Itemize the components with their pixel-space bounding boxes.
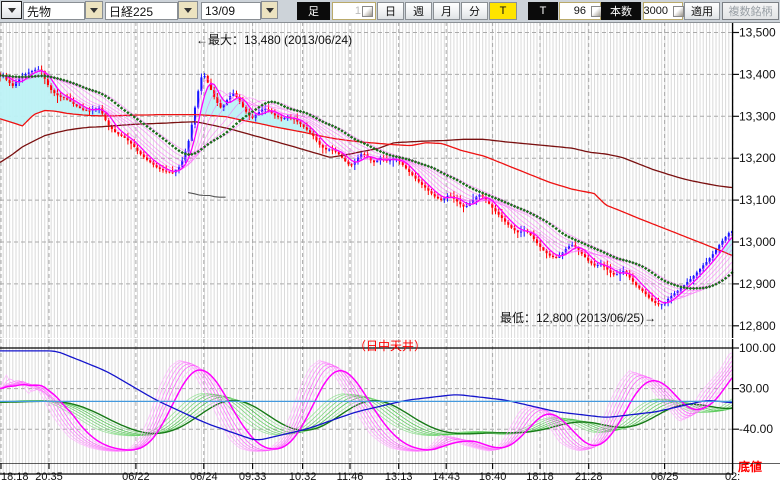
svg-text:最低：12,800 (2013/06/25)→: 最低：12,800 (2013/06/25)→ — [500, 311, 656, 325]
svg-text:13,200: 13,200 — [739, 151, 776, 165]
svg-text:13,400: 13,400 — [739, 67, 776, 81]
svg-text:09:33: 09:33 — [239, 471, 267, 483]
svg-text:13,500: 13,500 — [739, 26, 776, 40]
svg-text:20:35: 20:35 — [35, 471, 63, 483]
svg-text:13,100: 13,100 — [739, 193, 776, 207]
svg-text:16:40: 16:40 — [479, 471, 507, 483]
svg-text:14:43: 14:43 — [432, 471, 460, 483]
svg-text:←最大：13,480 (2013/06/24): ←最大：13,480 (2013/06/24) — [196, 33, 352, 47]
svg-text:21:28: 21:28 — [575, 471, 603, 483]
svg-text:100.00: 100.00 — [739, 341, 776, 355]
svg-text:13:13: 13:13 — [385, 471, 413, 483]
svg-text:06/24: 06/24 — [190, 471, 218, 483]
svg-text:-40.00: -40.00 — [739, 422, 773, 436]
svg-text:12,800: 12,800 — [739, 319, 776, 333]
svg-text:10:32: 10:32 — [289, 471, 317, 483]
svg-text:02:: 02: — [725, 471, 740, 483]
svg-text:12,900: 12,900 — [739, 277, 776, 291]
svg-text:06/22: 06/22 — [122, 471, 150, 483]
svg-text:18:18: 18:18 — [526, 471, 554, 483]
svg-text:13,000: 13,000 — [739, 235, 776, 249]
svg-text:11:46: 11:46 — [337, 471, 364, 483]
svg-text:06/25: 06/25 — [651, 471, 679, 483]
svg-text:（日中天井）: （日中天井） — [354, 339, 426, 353]
svg-text:30.00: 30.00 — [739, 382, 769, 396]
svg-text:13,300: 13,300 — [739, 109, 776, 123]
svg-text:18:18: 18:18 — [1, 471, 29, 483]
